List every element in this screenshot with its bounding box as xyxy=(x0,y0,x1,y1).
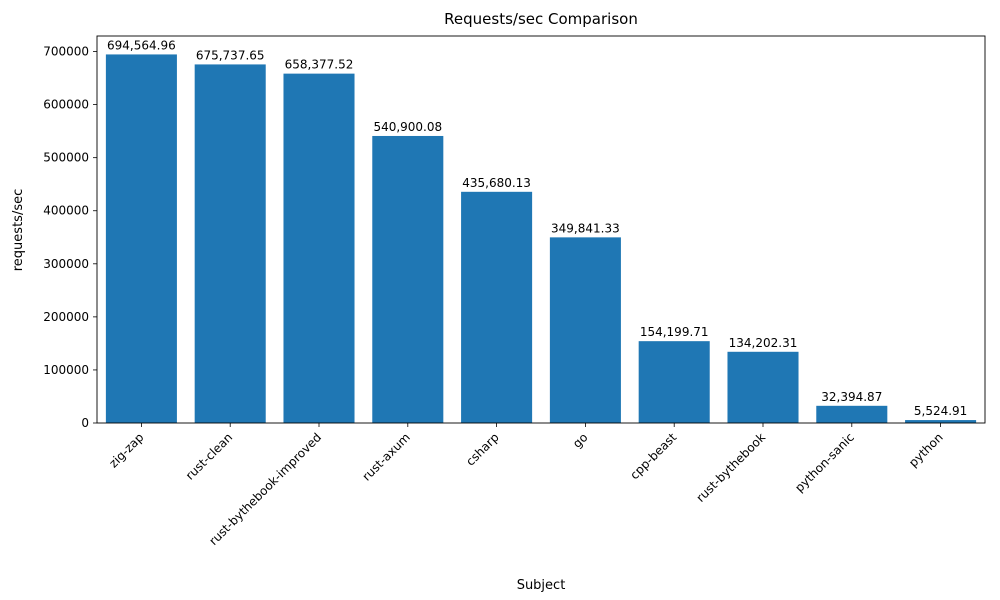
bar xyxy=(372,135,444,423)
chart-title: Requests/sec Comparison xyxy=(444,10,638,28)
x-axis-label: Subject xyxy=(517,578,566,593)
x-tick-label: rust-bythebook xyxy=(694,430,769,505)
bar-value-label: 694,564.96 xyxy=(107,38,176,52)
bar xyxy=(549,237,621,423)
bar xyxy=(816,405,888,423)
y-tick-label: 500000 xyxy=(43,151,89,165)
bar xyxy=(638,341,710,423)
bar-value-label: 675,737.65 xyxy=(196,48,265,62)
x-tick-label: python-sanic xyxy=(792,430,857,495)
x-tick-label: rust-clean xyxy=(183,430,235,482)
x-tick-label: csharp xyxy=(463,430,501,468)
x-tick-label: cpp-beast xyxy=(627,430,679,482)
bar xyxy=(194,64,266,424)
x-tick-label: zig-zap xyxy=(106,430,146,470)
bar-value-label: 435,680.13 xyxy=(462,176,531,190)
x-tick-label: rust-axum xyxy=(359,430,412,483)
y-tick-label: 0 xyxy=(81,416,89,430)
y-tick-label: 100000 xyxy=(43,363,89,377)
x-tick-label: python xyxy=(906,430,946,470)
bar-value-label: 32,394.87 xyxy=(821,390,882,404)
y-tick-label: 600000 xyxy=(43,98,89,112)
y-tick-label: 300000 xyxy=(43,257,89,271)
bar-value-label: 349,841.33 xyxy=(551,221,620,235)
bar xyxy=(905,420,977,423)
y-tick-label: 200000 xyxy=(43,310,89,324)
bar-value-label: 134,202.31 xyxy=(729,336,798,350)
bar-value-label: 154,199.71 xyxy=(640,325,709,339)
bar-value-label: 540,900.08 xyxy=(373,120,442,134)
y-tick-label: 400000 xyxy=(43,204,89,218)
bar xyxy=(105,54,177,424)
bar-value-label: 658,377.52 xyxy=(285,58,354,72)
plot-area: 694,564.96 zig-zap 675,737.65 rust-clean 658… xyxy=(43,35,986,548)
y-tick-label: 700000 xyxy=(43,45,89,59)
bar xyxy=(283,73,355,423)
bar xyxy=(727,351,799,423)
plot-frame xyxy=(96,35,986,424)
bar xyxy=(461,191,533,423)
bar-value-label: 5,524.91 xyxy=(914,404,967,418)
y-axis-label: requests/sec xyxy=(11,189,26,272)
x-tick-label: go xyxy=(570,430,590,450)
